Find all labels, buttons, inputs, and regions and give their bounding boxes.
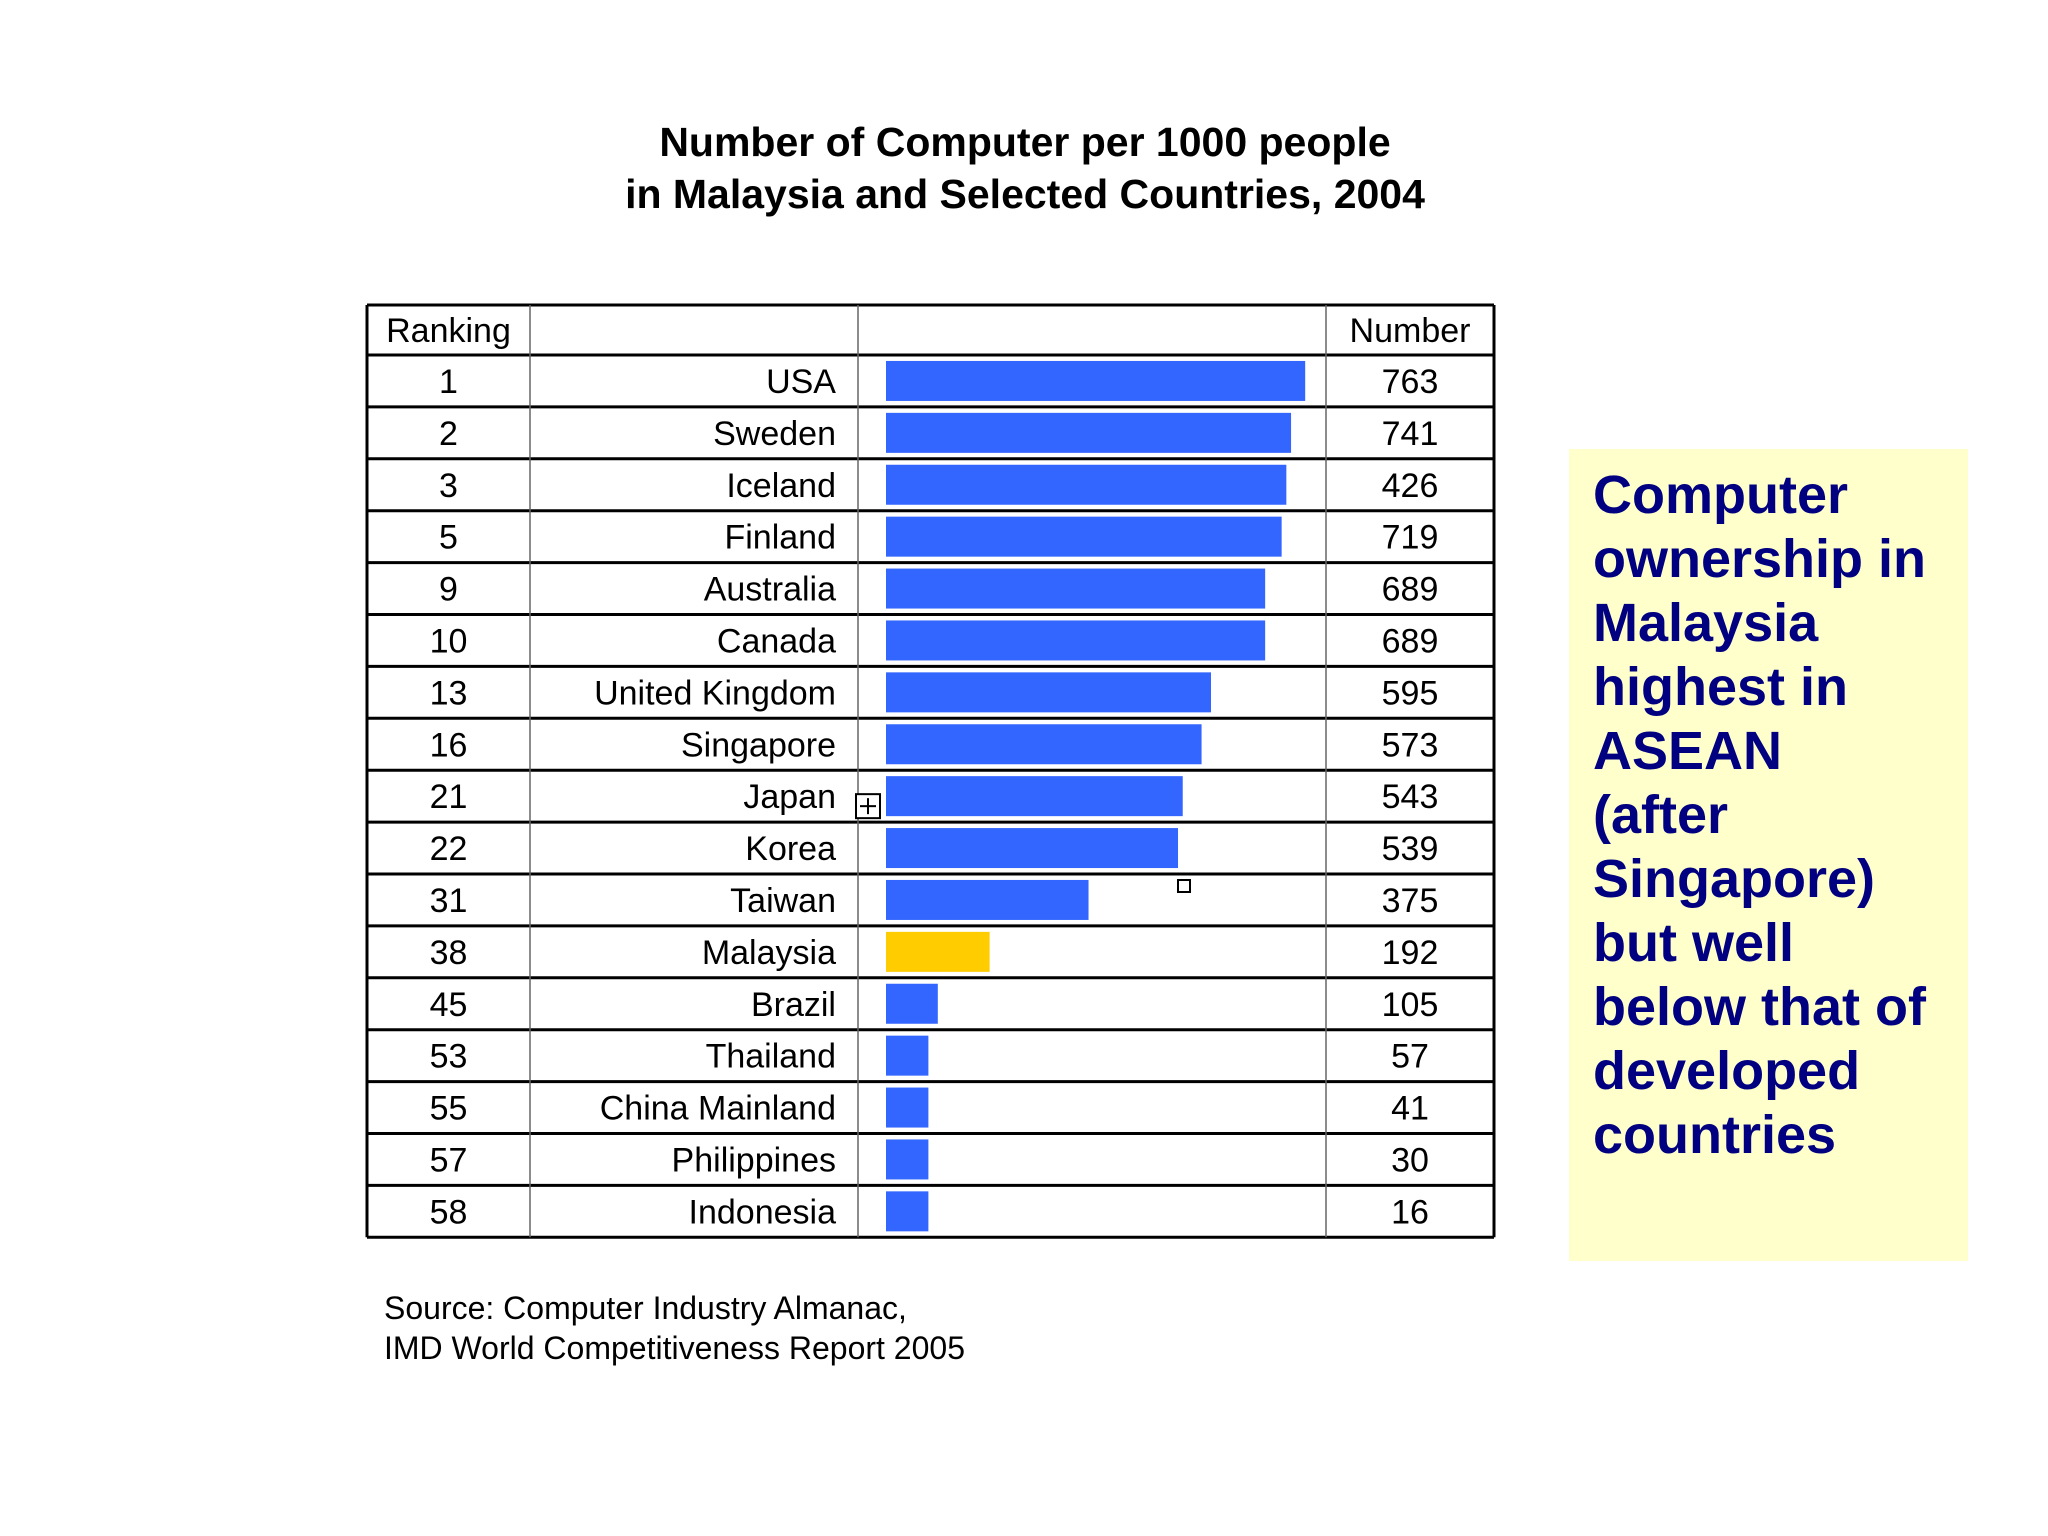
chart-title: Number of Computer per 1000 people in Ma…	[360, 116, 1690, 220]
country-cell: Korea	[745, 830, 836, 868]
bar-canada	[886, 620, 1266, 661]
bar-finland	[886, 516, 1282, 557]
rank-cell: 10	[430, 622, 468, 660]
header-number: Number	[1350, 312, 1471, 350]
country-cell: Japan	[743, 778, 836, 816]
rank-cell: 9	[439, 571, 458, 609]
number-cell: 719	[1382, 519, 1439, 557]
callout-box: Computer ownership in Malaysia highest in AS…	[1569, 449, 1968, 1261]
bars-layer	[886, 360, 1306, 1232]
country-cell: Brazil	[751, 986, 836, 1024]
rank-cell: 55	[430, 1090, 468, 1128]
callout-line: (after	[1593, 785, 1729, 845]
rank-cell: 22	[430, 830, 468, 868]
callout-line: below that of	[1593, 977, 1926, 1037]
country-cell: Australia	[704, 571, 836, 609]
country-cell: Philippines	[672, 1141, 836, 1179]
table-labels: Ranking Number 1 USA 763 2 Sweden 741 3 Iceland 42…	[386, 312, 1470, 1231]
number-cell: 375	[1382, 882, 1439, 920]
rank-cell: 21	[430, 778, 468, 816]
country-cell: Sweden	[713, 415, 836, 453]
country-cell: Malaysia	[702, 934, 836, 972]
number-cell: 105	[1382, 986, 1439, 1024]
rank-cell: 53	[430, 1038, 468, 1076]
bar-sweden	[886, 412, 1292, 453]
number-cell: 741	[1382, 415, 1439, 453]
number-cell: 763	[1382, 363, 1439, 401]
rank-cell: 2	[439, 415, 458, 453]
bar-australia	[886, 568, 1266, 609]
rank-cell: 3	[439, 467, 458, 505]
table-grid	[365, 303, 1496, 1239]
bar-china-mainland	[886, 1087, 929, 1128]
callout-line: highest in	[1593, 657, 1848, 717]
country-cell: Singapore	[681, 726, 836, 764]
number-cell: 689	[1382, 571, 1439, 609]
chart-title-line-2: in Malaysia and Selected Countries, 2004	[625, 171, 1425, 217]
callout-line: Singapore)	[1593, 849, 1876, 909]
country-cell: Taiwan	[730, 882, 836, 920]
number-cell: 192	[1382, 934, 1439, 972]
callout-line: but well	[1593, 913, 1794, 973]
number-cell: 16	[1391, 1193, 1429, 1231]
bar-taiwan	[886, 879, 1089, 920]
resize-handle[interactable]	[1177, 879, 1191, 893]
bar-thailand	[886, 1035, 929, 1076]
rank-cell: 13	[430, 674, 468, 712]
bar-usa	[886, 360, 1306, 401]
callout-line: ownership in	[1593, 529, 1927, 589]
rank-cell: 1	[439, 363, 458, 401]
number-cell: 30	[1391, 1141, 1429, 1179]
source-line-1: Source: Computer Industry Almanac,	[384, 1290, 907, 1326]
callout-line: ASEAN	[1593, 721, 1783, 781]
header-ranking: Ranking	[386, 312, 511, 350]
country-cell: USA	[766, 363, 836, 401]
rank-cell: 5	[439, 519, 458, 557]
number-cell: 57	[1391, 1038, 1429, 1076]
country-cell: Canada	[717, 622, 836, 660]
number-cell: 543	[1382, 778, 1439, 816]
bar-japan	[886, 776, 1183, 817]
bar-brazil	[886, 983, 938, 1024]
rank-cell: 58	[430, 1193, 468, 1231]
bar-indonesia	[886, 1191, 929, 1232]
country-cell: Indonesia	[689, 1193, 837, 1231]
country-cell: United Kingdom	[594, 674, 836, 712]
bar-malaysia	[886, 931, 990, 972]
number-cell: 539	[1382, 830, 1439, 868]
rank-cell: 45	[430, 986, 468, 1024]
country-cell: Iceland	[726, 467, 836, 505]
source-line-2: IMD World Competitiveness Report 2005	[384, 1330, 965, 1366]
number-cell: 41	[1391, 1090, 1429, 1128]
rank-cell: 38	[430, 934, 468, 972]
bar-korea	[886, 828, 1179, 869]
selection-handles[interactable]	[855, 793, 1191, 893]
number-cell: 595	[1382, 674, 1439, 712]
number-cell: 426	[1382, 467, 1439, 505]
callout-line: Computer	[1593, 465, 1848, 525]
number-cell: 573	[1382, 726, 1439, 764]
rank-cell: 16	[430, 726, 468, 764]
callout-line: countries	[1593, 1105, 1837, 1165]
bar-philippines	[886, 1139, 929, 1180]
rank-cell: 31	[430, 882, 468, 920]
country-cell: Finland	[724, 519, 836, 557]
bar-singapore	[886, 724, 1202, 765]
number-cell: 689	[1382, 622, 1439, 660]
callout-line: Malaysia	[1593, 593, 1819, 653]
callout-line: developed	[1593, 1041, 1861, 1101]
chart-title-line-1: Number of Computer per 1000 people	[659, 119, 1391, 165]
rank-cell: 57	[430, 1141, 468, 1179]
bar-united-kingdom	[886, 672, 1211, 713]
source-note: Source: Computer Industry Almanac, IMD W…	[384, 1288, 965, 1368]
country-cell: China Mainland	[600, 1090, 836, 1128]
bar-iceland	[886, 464, 1287, 505]
country-cell: Thailand	[706, 1038, 836, 1076]
